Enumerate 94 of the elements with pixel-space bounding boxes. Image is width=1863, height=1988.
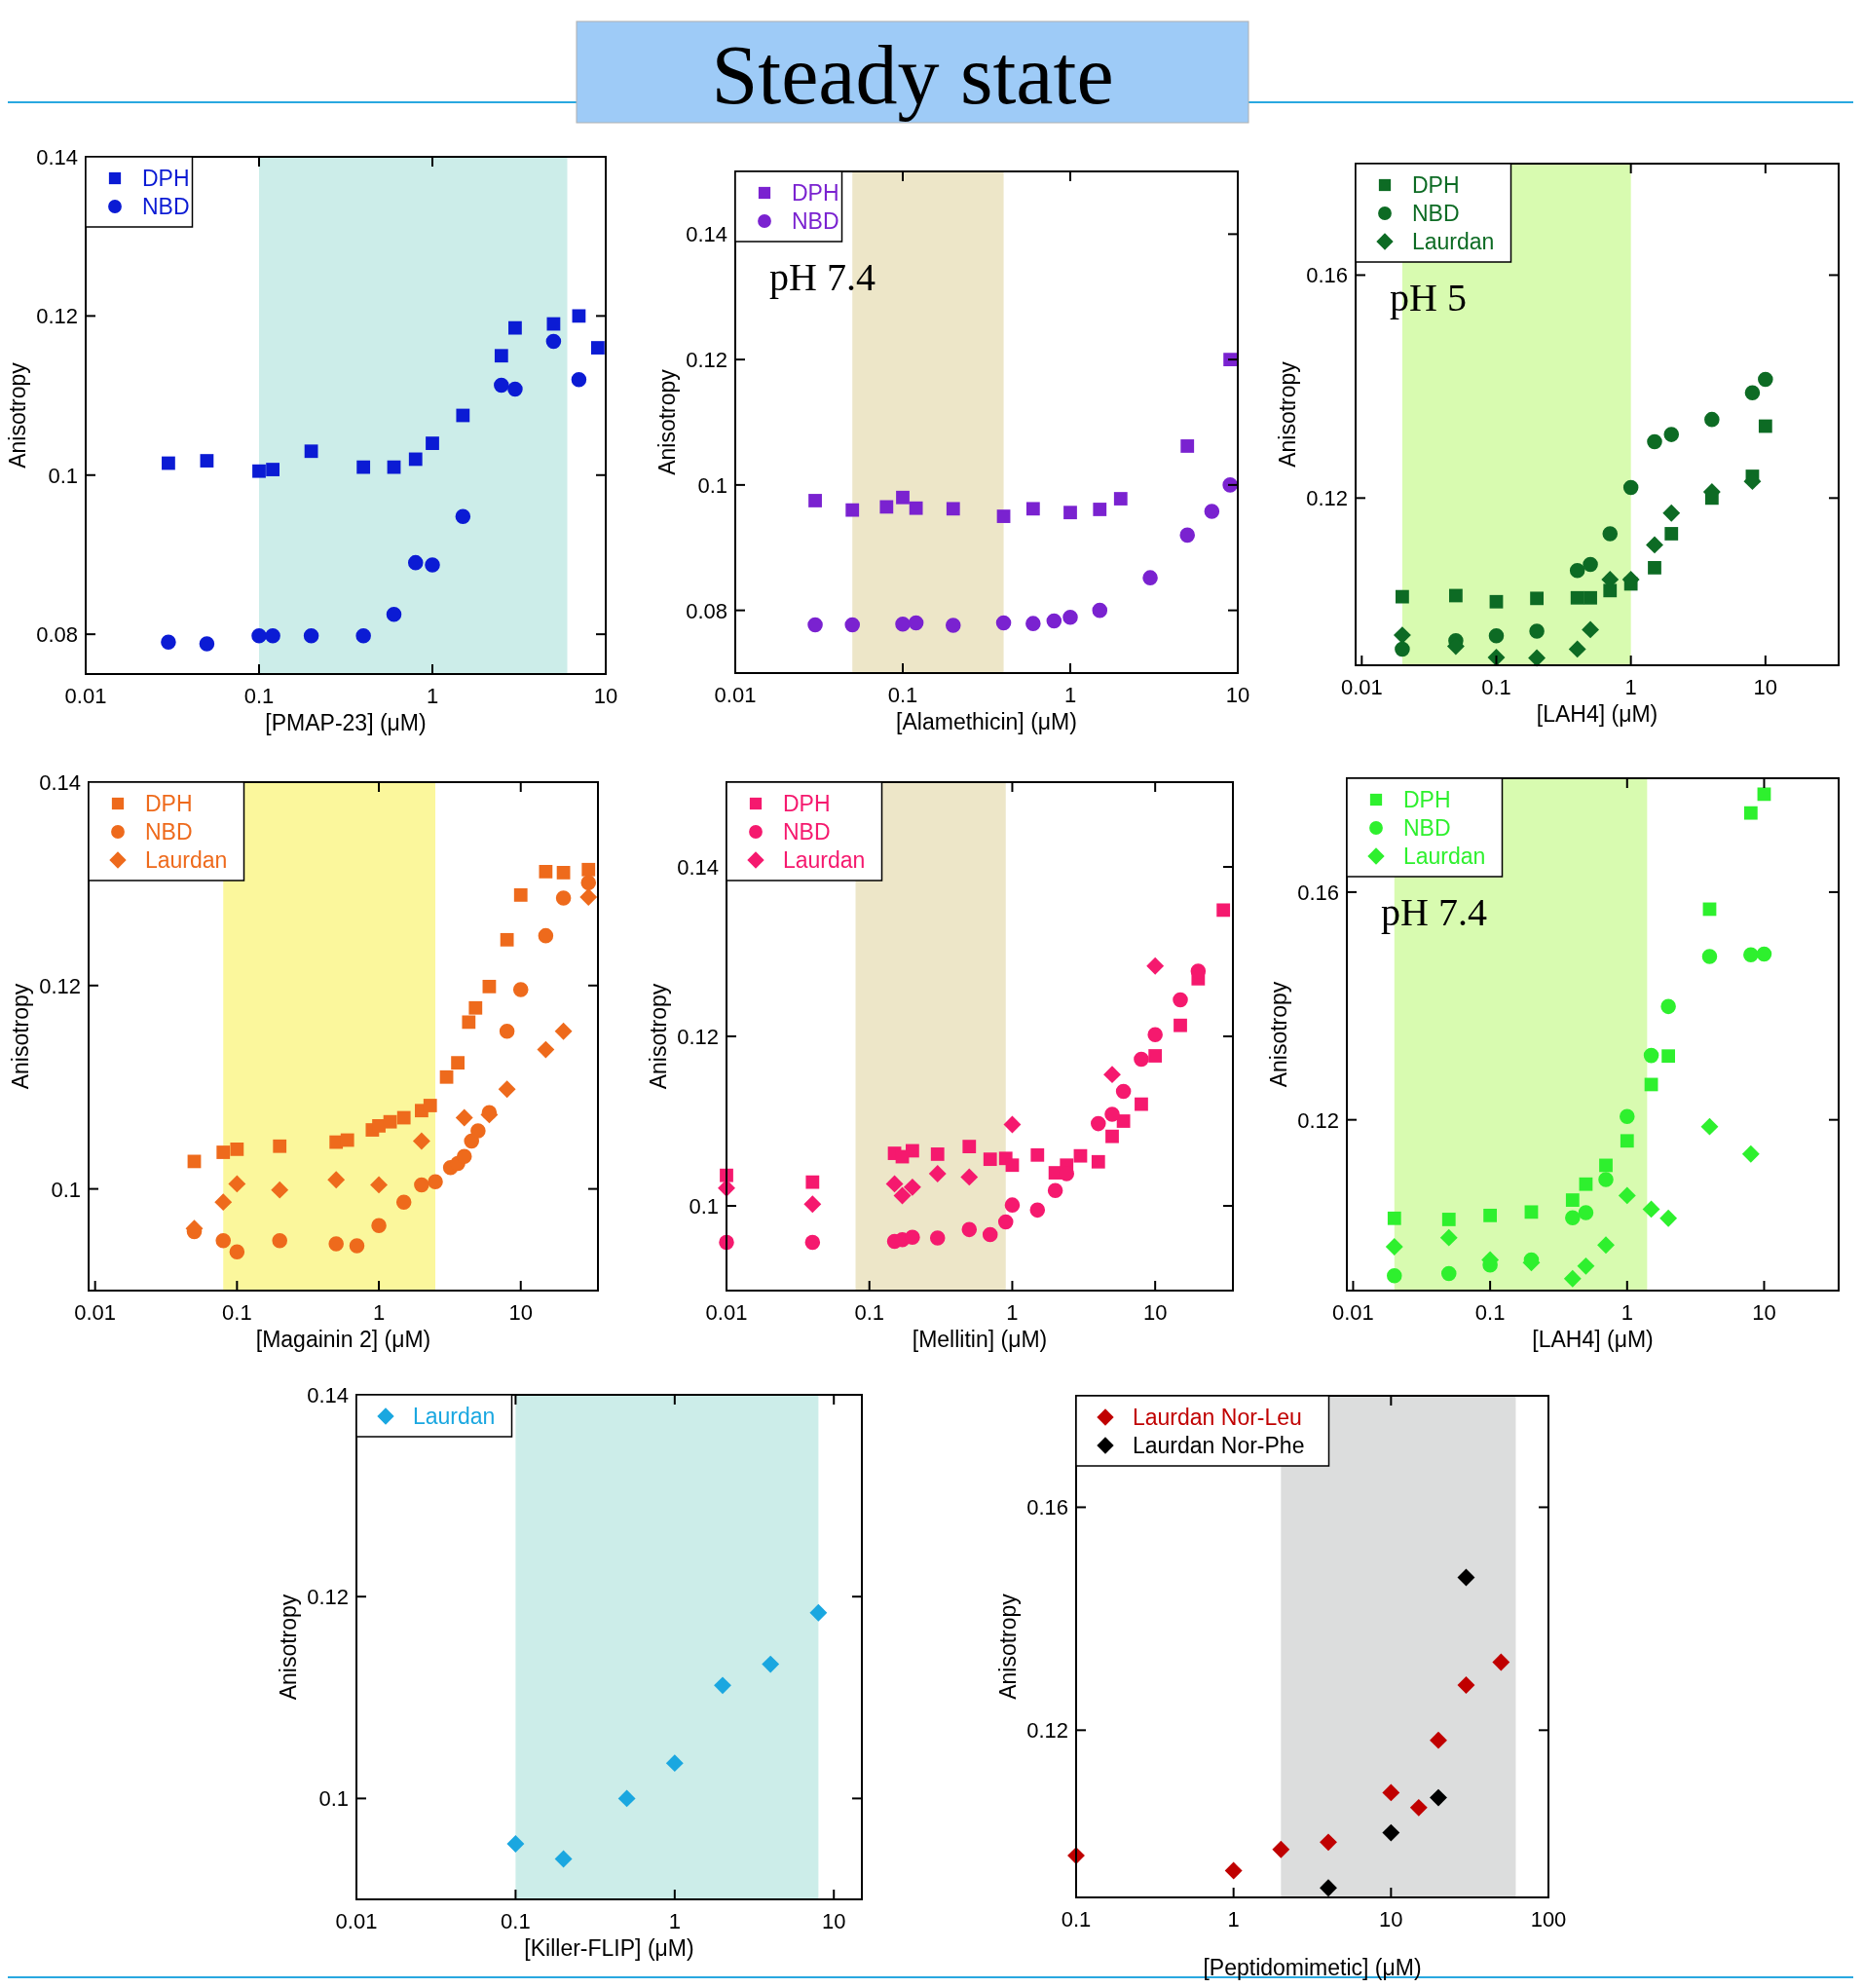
legend-label: DPH: [783, 791, 831, 816]
y-tick-label: 0.08: [36, 622, 78, 648]
x-tick-label: 10: [1225, 683, 1250, 707]
x-tick-label: 0.1: [854, 1300, 885, 1325]
x-axis-title: [PMAP-23] (μM): [265, 710, 427, 735]
legend-label: DPH: [1403, 787, 1451, 812]
x-tick-label: 0.1: [1481, 675, 1511, 699]
legend-label: NBD: [783, 819, 831, 844]
x-tick-label: 1: [1006, 1300, 1019, 1325]
x-tick-label: 1: [668, 1909, 681, 1933]
y-tick-label: 0.12: [677, 1025, 719, 1049]
y-tick-label: 0.16: [1306, 263, 1348, 288]
y-axis-title: Anisotropy: [276, 1594, 301, 1701]
legend-label: Laurdan Nor-Phe: [1133, 1433, 1305, 1458]
y-tick-label: 0.14: [36, 145, 78, 169]
x-tick-label: 10: [821, 1909, 846, 1933]
legend-label: Laurdan: [783, 847, 866, 873]
legend-label: NBD: [1403, 815, 1451, 841]
legend-label: Laurdan: [413, 1404, 496, 1429]
x-axis-title: [LAH4] (μM): [1536, 701, 1658, 727]
x-tick-label: 10: [508, 1300, 533, 1325]
x-tick-label: 1: [1624, 675, 1637, 699]
y-tick-label: 0.12: [1297, 1107, 1339, 1133]
y-tick-label: 0.16: [1297, 880, 1339, 905]
y-tick-label: 0.14: [677, 855, 719, 880]
legend-label: DPH: [145, 791, 193, 816]
y-tick-label: 0.12: [686, 348, 727, 373]
x-tick-label: 0.1: [243, 684, 275, 708]
x-tick-label: 0.01: [714, 683, 757, 707]
x-tick-label: 1: [1063, 683, 1077, 707]
y-axis-title: Anisotropy: [654, 368, 680, 475]
legend-label: Laurdan: [1412, 229, 1495, 254]
legend-label: NBD: [145, 819, 193, 844]
x-tick-label: 10: [1142, 1300, 1168, 1325]
y-tick-label: 0.12: [1306, 486, 1348, 511]
legend-label: NBD: [142, 194, 190, 219]
y-tick-label: 0.1: [689, 1194, 719, 1219]
x-tick-label: 10: [1752, 1300, 1776, 1325]
y-axis-title: Anisotropy: [8, 983, 33, 1090]
x-tick-label: 1: [426, 684, 439, 708]
y-tick-label: 0.1: [697, 472, 727, 498]
x-tick-label: 0.01: [335, 1909, 378, 1933]
annotation: pH 7.4: [1381, 890, 1487, 934]
annotation: pH 7.4: [769, 255, 876, 299]
x-tick-label: 0.01: [64, 684, 107, 708]
legend-label: Laurdan: [1403, 844, 1486, 869]
x-tick-label: 0.1: [222, 1300, 252, 1325]
x-tick-label: 100: [1530, 1907, 1567, 1932]
y-tick-label: 0.12: [307, 1585, 349, 1610]
x-axis-title: [Mellitin] (μM): [912, 1327, 1048, 1352]
x-tick-label: 0.01: [74, 1300, 117, 1325]
legend-label: DPH: [1412, 172, 1460, 198]
legend-label: Laurdan: [145, 847, 228, 873]
y-tick-label: 0.14: [307, 1383, 349, 1407]
y-tick-label: 0.1: [48, 463, 78, 488]
x-tick-label: 0.1: [501, 1909, 531, 1933]
y-tick-label: 0.1: [51, 1177, 81, 1202]
legend-label: NBD: [1412, 201, 1460, 226]
y-tick-label: 0.14: [686, 222, 727, 247]
y-tick-label: 0.16: [1026, 1495, 1068, 1520]
legend-label: Laurdan Nor-Leu: [1133, 1405, 1302, 1430]
x-axis-title: [Magainin 2] (μM): [255, 1327, 431, 1352]
x-tick-label: 10: [1753, 675, 1778, 699]
x-axis-title: [Alamethicin] (μM): [896, 709, 1077, 734]
x-tick-label: 0.1: [887, 683, 918, 707]
x-tick-label: 0.01: [705, 1300, 748, 1325]
y-axis-title: Anisotropy: [5, 361, 30, 469]
y-axis-title: Anisotropy: [995, 1593, 1021, 1700]
y-tick-label: 0.14: [39, 770, 81, 795]
x-tick-label: 0.1: [1061, 1907, 1092, 1932]
y-tick-label: 0.12: [1026, 1718, 1068, 1744]
y-axis-title: Anisotropy: [1275, 360, 1300, 468]
x-tick-label: 10: [593, 684, 618, 708]
x-tick-label: 10: [1379, 1907, 1403, 1932]
legend-label: NBD: [792, 208, 839, 234]
y-axis-title: Anisotropy: [1266, 981, 1291, 1088]
y-tick-label: 0.12: [39, 973, 81, 998]
y-tick-label: 0.12: [36, 304, 78, 329]
x-tick-label: 0.01: [1332, 1300, 1374, 1325]
x-axis-title: [Peptidomimetic] (μM): [1203, 1955, 1422, 1980]
x-tick-label: 0.1: [1474, 1300, 1506, 1325]
annotation: pH 5: [1390, 276, 1467, 319]
x-axis-title: [LAH4] (μM): [1532, 1327, 1654, 1352]
legend-label: DPH: [792, 180, 839, 206]
y-axis-title: Anisotropy: [646, 983, 671, 1090]
x-tick-label: 1: [1621, 1300, 1633, 1325]
x-axis-title: [Killer-FLIP] (μM): [524, 1935, 694, 1961]
x-tick-label: 1: [1227, 1907, 1240, 1932]
y-tick-label: 0.08: [686, 598, 727, 623]
y-tick-label: 0.1: [318, 1786, 349, 1812]
legend-label: DPH: [142, 166, 190, 191]
x-tick-label: 1: [372, 1300, 386, 1325]
chart-title: Steady state: [711, 28, 1114, 122]
x-tick-label: 0.01: [1340, 675, 1383, 699]
